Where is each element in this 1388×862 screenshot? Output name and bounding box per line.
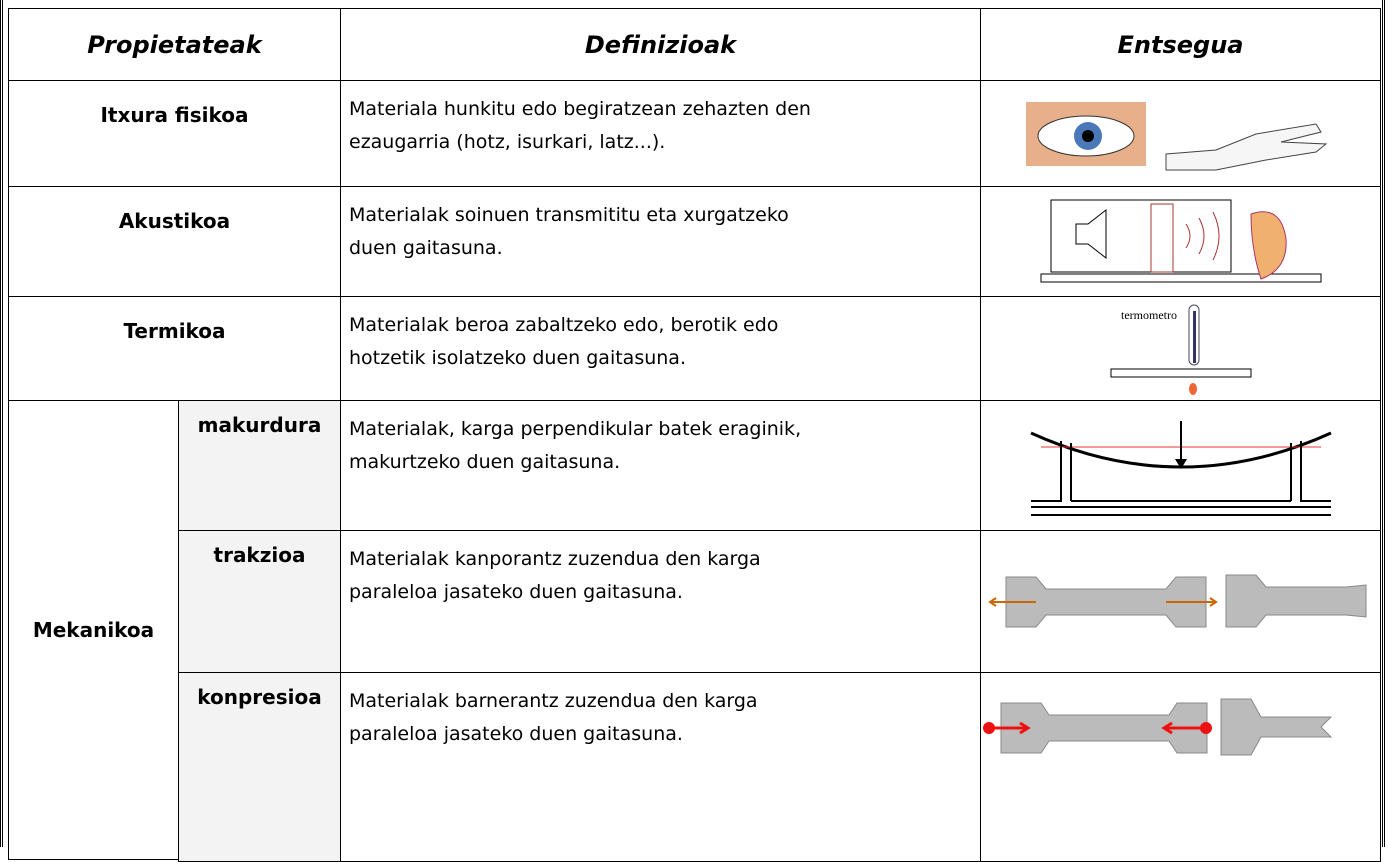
wall xyxy=(1150,203,1173,272)
definition-cell: Materialak, karga perpendikular batek er… xyxy=(340,400,981,531)
subproperty-cell: makurdura xyxy=(178,400,341,531)
eye-hand-illustration xyxy=(1025,101,1327,170)
image-cell: termometro xyxy=(980,296,1381,401)
definition-line: Materialak beroa zabaltzeko edo, berotik… xyxy=(349,314,779,336)
outer-border xyxy=(1382,0,1385,847)
definition-cell: Materialak soinuen transmititu eta xurga… xyxy=(340,186,981,297)
definition-cell: Materialak barnerantz zuzendua den karga… xyxy=(340,672,981,862)
arrows xyxy=(989,721,1206,735)
compressed-specimen xyxy=(1220,698,1333,756)
image-cell xyxy=(980,80,1381,187)
definition-line: Materialak barnerantz zuzendua den karga xyxy=(349,690,758,712)
image-cell xyxy=(980,400,1381,531)
specimen xyxy=(1005,576,1206,627)
acoustic-illustration xyxy=(1040,199,1321,282)
header-cell: Propietateak xyxy=(8,8,341,81)
definition-cell: Materialak beroa zabaltzeko edo, berotik… xyxy=(340,296,981,401)
definition-line: makurtzeko duen gaitasuna. xyxy=(349,451,621,473)
arrow-head xyxy=(1174,458,1187,469)
outer-border xyxy=(0,0,3,847)
pupil xyxy=(1081,129,1094,142)
arrows xyxy=(987,596,1218,607)
definition-cell: Materiala hunkitu edo begiratzean zehazt… xyxy=(340,80,981,187)
plate xyxy=(1110,368,1251,377)
property-cell: Itxura fisikoa xyxy=(8,80,341,187)
image-cell xyxy=(980,186,1381,297)
subproperty-cell: konpresioa xyxy=(178,672,341,862)
property-cell: Akustikoa xyxy=(8,186,341,297)
compression-illustration xyxy=(983,698,1333,756)
property-cell: Mekanikoa xyxy=(8,400,179,860)
thermometer-fill xyxy=(1192,310,1196,363)
waves xyxy=(1185,211,1219,260)
definition-line: Materiala hunkitu edo begiratzean zehazt… xyxy=(349,98,811,120)
flame xyxy=(1188,382,1197,395)
definition-line: hotzetik isolatzeko duen gaitasuna. xyxy=(349,347,686,369)
definition-line: Materialak soinuen transmititu eta xurga… xyxy=(349,204,789,226)
supports xyxy=(1030,440,1331,516)
tension-illustration xyxy=(987,574,1366,627)
definition-line: Materialak, karga perpendikular batek er… xyxy=(349,418,802,440)
ear xyxy=(1249,210,1287,280)
definition-line: paraleloa jasateko duen gaitasuna. xyxy=(349,723,683,745)
speaker xyxy=(1075,208,1106,259)
hand xyxy=(1165,122,1327,170)
base xyxy=(1040,273,1321,282)
definition-line: paraleloa jasateko duen gaitasuna. xyxy=(349,581,683,603)
definition-line: ezaugarria (hotz, isurkari, latz...). xyxy=(349,131,666,153)
definition-line: Materialak kanporantz zuzendua den karga xyxy=(349,548,761,570)
thermometer-label: termometro xyxy=(1121,308,1177,322)
header-cell: Definizioak xyxy=(340,8,981,81)
thermal-illustration: termometro xyxy=(1110,304,1251,395)
broken-specimen xyxy=(1225,574,1366,627)
subproperty-cell: trakzioa xyxy=(178,530,341,673)
property-cell: Termikoa xyxy=(8,296,341,401)
specimen xyxy=(1000,702,1208,754)
definition-cell: Materialak kanporantz zuzendua den karga… xyxy=(340,530,981,673)
bending-illustration xyxy=(1029,420,1332,516)
box xyxy=(1050,199,1231,272)
image-cell xyxy=(980,672,1381,862)
image-cell xyxy=(980,530,1381,673)
definition-line: duen gaitasuna. xyxy=(349,237,503,259)
header-cell: Entsegua xyxy=(980,8,1381,81)
